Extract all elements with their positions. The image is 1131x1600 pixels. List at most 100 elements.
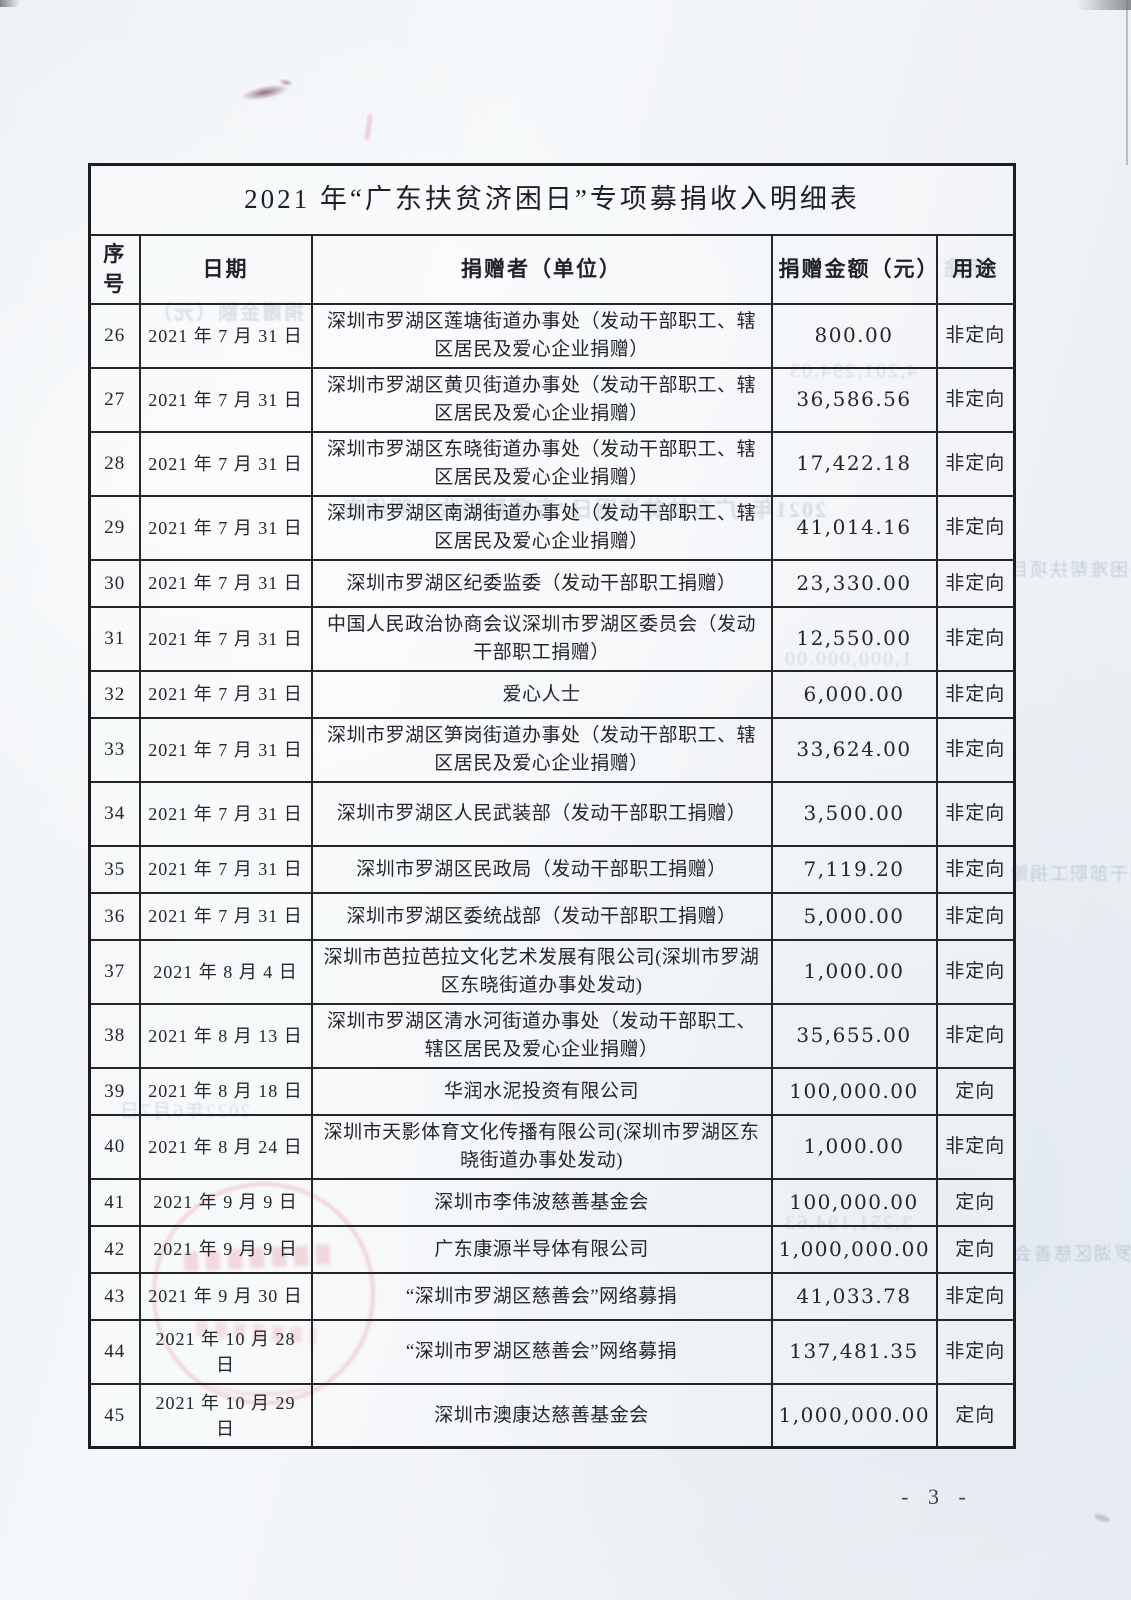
cell-purpose: 非定向 <box>935 938 1016 1005</box>
cell-amount: 1,000,000.00 <box>770 1382 938 1449</box>
cell-purpose: 非定向 <box>935 780 1016 847</box>
cell-purpose: 非定向 <box>935 1271 1016 1321</box>
cell-no: 35 <box>88 844 141 894</box>
cell-amount: 1,000.00 <box>770 938 938 1005</box>
cell-date: 2021 年 7 月 31 日 <box>138 716 313 783</box>
cell-donor: 华润水泥投资有限公司 <box>310 1066 773 1116</box>
bleedthrough-text: 定向用于困难帮扶项目 <box>1008 560 1131 580</box>
cell-date: 2021 年 10 月 29 日 <box>138 1382 313 1449</box>
cell-donor: 深圳市罗湖区黄贝街道办事处（发动干部职工、辖区居民及爱心企业捐赠） <box>310 366 773 433</box>
table-header-row: 序号 日期 捐赠者（单位） 捐赠金额（元） 用途 <box>88 234 1016 305</box>
cell-no: 26 <box>88 302 141 369</box>
cell-date: 2021 年 7 月 31 日 <box>138 891 313 941</box>
cell-donor: 深圳市天影体育文化传播有限公司(深圳市罗湖区东晓街道办事处发动) <box>310 1113 773 1180</box>
cell-no: 44 <box>88 1318 141 1385</box>
cell-date: 2021 年 8 月 24 日 <box>138 1113 313 1180</box>
cell-donor: 深圳市澳康达慈善基金会 <box>310 1382 773 1449</box>
table-title-row: 2021 年“广东扶贫济困日”专项募捐收入明细表 <box>88 163 1016 236</box>
cell-date: 2021 年 7 月 31 日 <box>138 558 313 608</box>
cell-purpose: 非定向 <box>935 1002 1016 1069</box>
cell-amount: 35,655.00 <box>770 1002 938 1069</box>
cell-purpose: 定向 <box>935 1224 1016 1274</box>
cell-no: 27 <box>88 366 141 433</box>
cell-donor: “深圳市罗湖区慈善会”网络募捐 <box>310 1271 773 1321</box>
table-row: 34 2021 年 7 月 31 日 深圳市罗湖区人民武装部（发动干部职工捐赠）… <box>88 780 1016 847</box>
bleedthrough-text: 深圳市罗湖区慈善会 <box>1012 1244 1131 1264</box>
cell-purpose: 非定向 <box>935 302 1016 369</box>
cell-no: 29 <box>88 494 141 561</box>
table-title: 2021 年“广东扶贫济困日”专项募捐收入明细表 <box>88 163 1016 236</box>
cell-donor: 深圳市罗湖区人民武装部（发动干部职工捐赠） <box>310 780 773 847</box>
cell-purpose: 非定向 <box>935 1113 1016 1180</box>
cell-amount: 36,586.56 <box>770 366 938 433</box>
cell-donor: 深圳市罗湖区南湖街道办事处（发动干部职工、辖区居民及爱心企业捐赠） <box>310 494 773 561</box>
cell-date: 2021 年 8 月 18 日 <box>138 1066 313 1116</box>
cell-no: 31 <box>88 605 141 672</box>
cell-no: 41 <box>88 1177 141 1227</box>
pink-speck <box>364 114 373 141</box>
cell-donor: 深圳市罗湖区纪委监委（发动干部职工捐赠） <box>310 558 773 608</box>
cell-date: 2021 年 7 月 31 日 <box>138 844 313 894</box>
scan-edge-top-right <box>1076 0 1131 10</box>
donation-table: 2021 年“广东扶贫济困日”专项募捐收入明细表 序号 日期 捐赠者（单位） 捐… <box>88 163 1017 1450</box>
scan-edge-right <box>1126 0 1128 165</box>
cell-date: 2021 年 7 月 31 日 <box>138 366 313 433</box>
column-header-amount: 捐赠金额（元） <box>770 234 938 305</box>
cell-purpose: 非定向 <box>935 366 1016 433</box>
cell-purpose: 非定向 <box>935 430 1016 497</box>
cell-no: 39 <box>88 1066 141 1116</box>
cell-date: 2021 年 9 月 9 日 <box>138 1177 313 1227</box>
table-row: 36 2021 年 7 月 31 日 深圳市罗湖区委统战部（发动干部职工捐赠） … <box>88 891 1016 941</box>
cell-amount: 1,000,000.00 <box>770 1224 938 1274</box>
cell-date: 2021 年 9 月 30 日 <box>138 1271 313 1321</box>
cell-no: 42 <box>88 1224 141 1274</box>
cell-date: 2021 年 7 月 31 日 <box>138 494 313 561</box>
cell-donor: 深圳市芭拉芭拉文化艺术发展有限公司(深圳市罗湖区东晓街道办事处发动) <box>310 938 773 1005</box>
cell-donor: 广东康源半导体有限公司 <box>310 1224 773 1274</box>
cell-donor: 深圳市罗湖区民政局（发动干部职工捐赠） <box>310 844 773 894</box>
table-row: 31 2021 年 7 月 31 日 中国人民政治协商会议深圳市罗湖区委员会（发… <box>88 605 1016 672</box>
cell-date: 2021 年 7 月 31 日 <box>138 780 313 847</box>
table-row: 40 2021 年 8 月 24 日 深圳市天影体育文化传播有限公司(深圳市罗湖… <box>88 1113 1016 1180</box>
cell-no: 45 <box>88 1382 141 1449</box>
table-row: 39 2021 年 8 月 18 日 华润水泥投资有限公司 100,000.00… <box>88 1066 1016 1116</box>
cell-no: 32 <box>88 669 141 719</box>
table-row: 30 2021 年 7 月 31 日 深圳市罗湖区纪委监委（发动干部职工捐赠） … <box>88 558 1016 608</box>
cell-date: 2021 年 7 月 31 日 <box>138 302 313 369</box>
column-header-donor: 捐赠者（单位） <box>310 234 773 305</box>
cell-amount: 7,119.20 <box>770 844 938 894</box>
column-header-purpose: 用途 <box>935 234 1016 305</box>
cell-no: 43 <box>88 1271 141 1321</box>
cell-purpose: 非定向 <box>935 558 1016 608</box>
cell-purpose: 非定向 <box>935 494 1016 561</box>
cell-purpose: 非定向 <box>935 1318 1016 1385</box>
table-row: 37 2021 年 8 月 4 日 深圳市芭拉芭拉文化艺术发展有限公司(深圳市罗… <box>88 938 1016 1005</box>
page-number: - 3 - <box>901 1484 973 1509</box>
cell-donor: 深圳市罗湖区东晓街道办事处（发动干部职工、辖区居民及爱心企业捐赠） <box>310 430 773 497</box>
table-row: 41 2021 年 9 月 9 日 深圳市李伟波慈善基金会 100,000.00… <box>88 1177 1016 1227</box>
cell-no: 36 <box>88 891 141 941</box>
cell-date: 2021 年 7 月 31 日 <box>138 430 313 497</box>
cell-purpose: 非定向 <box>935 891 1016 941</box>
cell-date: 2021 年 8 月 13 日 <box>138 1002 313 1069</box>
table-row: 29 2021 年 7 月 31 日 深圳市罗湖区南湖街道办事处（发动干部职工、… <box>88 494 1016 561</box>
cell-date: 2021 年 7 月 31 日 <box>138 669 313 719</box>
table-row: 32 2021 年 7 月 31 日 爱心人士 6,000.00 非定向 <box>88 669 1016 719</box>
cell-amount: 12,550.00 <box>770 605 938 672</box>
cell-purpose: 定向 <box>935 1066 1016 1116</box>
cell-purpose: 定向 <box>935 1382 1016 1449</box>
cell-purpose: 非定向 <box>935 844 1016 894</box>
column-header-date: 日期 <box>138 234 313 305</box>
cell-date: 2021 年 7 月 31 日 <box>138 605 313 672</box>
cell-amount: 3,500.00 <box>770 780 938 847</box>
cell-amount: 1,000.00 <box>770 1113 938 1180</box>
column-header-no: 序号 <box>88 234 141 305</box>
table-row: 44 2021 年 10 月 28 日 “深圳市罗湖区慈善会”网络募捐 137,… <box>88 1318 1016 1385</box>
cell-donor: 爱心人士 <box>310 669 773 719</box>
cell-amount: 100,000.00 <box>770 1177 938 1227</box>
cell-purpose: 定向 <box>935 1177 1016 1227</box>
cell-donor: 深圳市罗湖区莲塘街道办事处（发动干部职工、辖区居民及爱心企业捐赠） <box>310 302 773 369</box>
table-row: 28 2021 年 7 月 31 日 深圳市罗湖区东晓街道办事处（发动干部职工、… <box>88 430 1016 497</box>
cell-amount: 23,330.00 <box>770 558 938 608</box>
